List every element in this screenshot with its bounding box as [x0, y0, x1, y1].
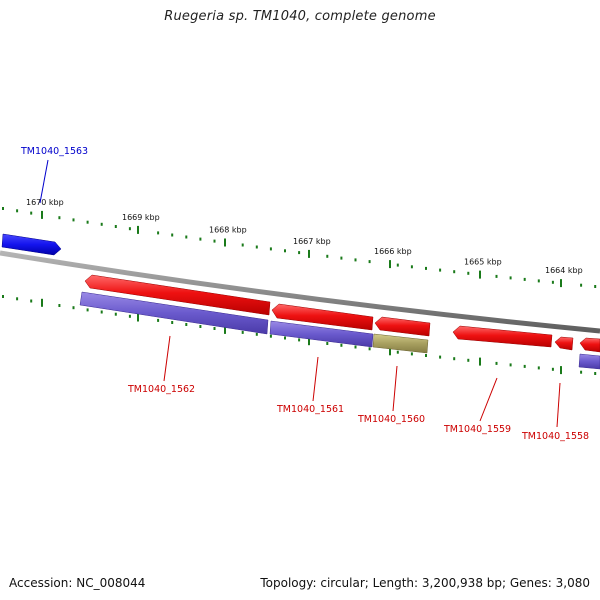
gene-label-tm1040-1558[interactable]: TM1040_1558 — [521, 431, 589, 442]
gene-label-tm1040-1563[interactable]: TM1040_1563 — [20, 146, 88, 157]
cds-tm1040-1557[interactable] — [578, 353, 600, 370]
leader-line-tm1040-1563 — [39, 159, 49, 204]
genome-summary-text: Topology: circular; Length: 3,200,938 bp… — [260, 576, 590, 590]
gene-tm1040-1557[interactable] — [579, 337, 600, 353]
gene-tm1040-1563[interactable] — [1, 233, 62, 256]
kbp-label: 1665 kbp — [464, 258, 502, 267]
scale-labels: 1670 kbp 1669 kbp 1668 kbp 1667 kbp 1666 kbp… — [26, 198, 583, 275]
kbp-label: 1668 kbp — [209, 226, 247, 235]
kbp-label: 1667 kbp — [293, 237, 331, 246]
gene-label-tm1040-1562[interactable]: TM1040_1562 — [127, 384, 195, 395]
leader-line-tm1040-1562 — [163, 335, 171, 382]
kbp-label: 1664 kbp — [545, 266, 583, 275]
gene-label-tm1040-1560[interactable]: TM1040_1560 — [357, 414, 425, 425]
accession-text: Accession: NC_008044 — [9, 576, 146, 590]
genome-backbone — [0, 250, 600, 334]
gene-label-tm1040-1559[interactable]: TM1040_1559 — [443, 424, 511, 435]
feature-tm1040-1560[interactable] — [372, 333, 429, 354]
gene-tm1040-1561[interactable] — [271, 303, 374, 331]
gene-tm1040-1560[interactable] — [374, 316, 431, 337]
cds-tm1040-1561[interactable] — [269, 320, 374, 348]
leader-line-tm1040-1560 — [392, 365, 398, 412]
leader-line-tm1040-1559 — [479, 377, 498, 422]
kbp-label: 1670 kbp — [26, 198, 64, 207]
gene-label-tm1040-1561[interactable]: TM1040_1561 — [276, 404, 344, 415]
leader-line-tm1040-1558 — [556, 382, 561, 428]
scale-ticks — [2, 207, 597, 375]
leader-line-tm1040-1561 — [312, 356, 319, 402]
gene-tm1040-1559[interactable] — [452, 325, 553, 348]
cds-tm1040-1562[interactable] — [79, 291, 269, 335]
kbp-label: 1666 kbp — [374, 247, 412, 256]
gene-tm1040-1562[interactable] — [84, 274, 271, 316]
gene-tm1040-1558[interactable] — [554, 336, 574, 351]
kbp-label: 1669 kbp — [122, 213, 160, 222]
genome-title: Ruegeria sp. TM1040, complete genome — [164, 9, 436, 24]
